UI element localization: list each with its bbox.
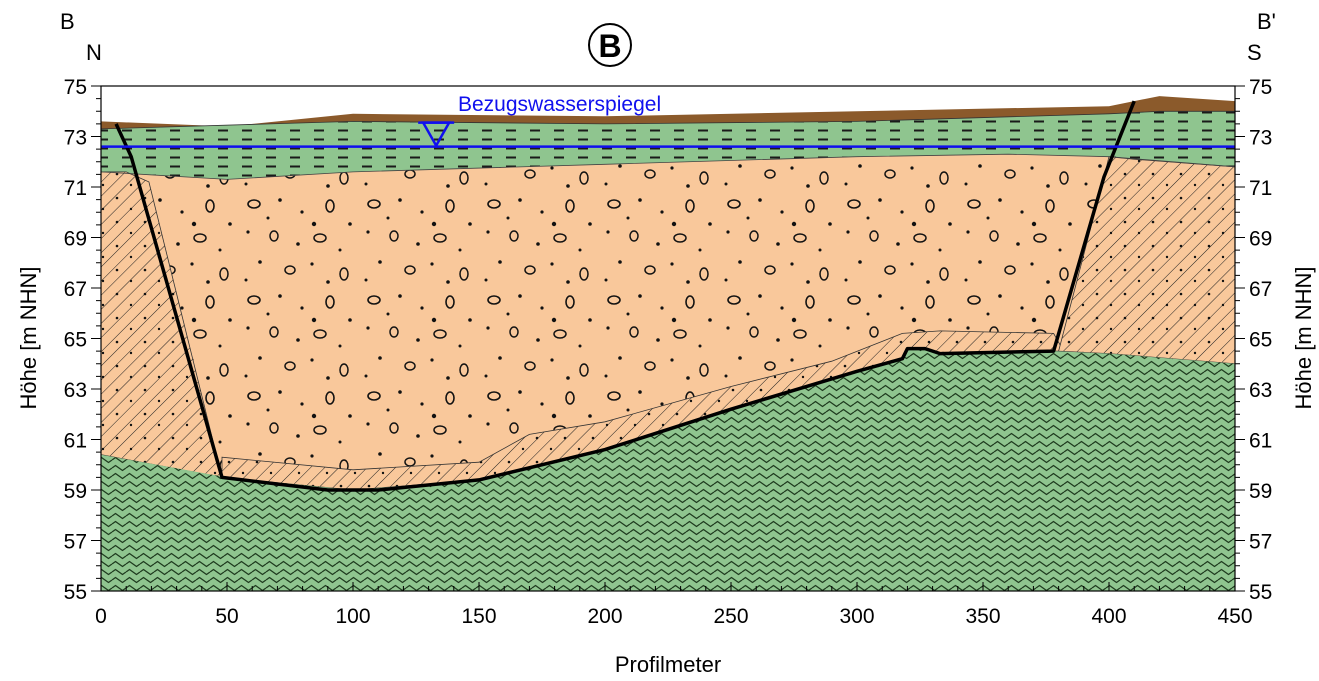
y-tick-label-right: 57: [1249, 531, 1272, 554]
y-tick-label-left: 67: [64, 278, 87, 301]
x-tick-label: 200: [587, 605, 622, 628]
y-tick-label-left: 69: [64, 228, 87, 251]
y-tick-label-right: 61: [1249, 430, 1272, 453]
x-tick-label: 250: [713, 605, 748, 628]
y-tick-label-right: 69: [1249, 228, 1272, 251]
x-tick-label: 400: [1091, 605, 1126, 628]
y-tick-label-left: 71: [64, 177, 87, 200]
y-tick-label-left: 61: [64, 430, 87, 453]
x-tick-label: 100: [335, 605, 370, 628]
y-tick-label-left: 59: [64, 480, 87, 503]
y-tick-label-right: 67: [1249, 278, 1272, 301]
x-tick-label: 450: [1217, 605, 1252, 628]
y-tick-label-left: 55: [64, 581, 87, 604]
y-tick-label-left: 57: [64, 531, 87, 554]
x-tick-label: 300: [839, 605, 874, 628]
x-tick-label: 0: [95, 605, 107, 628]
y-tick-label-right: 75: [1249, 76, 1272, 99]
upper-top-boundary: [101, 110, 1235, 130]
y-tick-label-right: 63: [1249, 379, 1272, 402]
y-tick-label-right: 59: [1249, 480, 1272, 503]
bedrock-layer-pattern: [101, 348, 1235, 591]
trench-boundary-line: [114, 100, 1136, 492]
x-tick-label: 50: [215, 605, 238, 628]
y-tick-label-right: 73: [1249, 127, 1272, 150]
y-tick-label-left: 75: [64, 76, 87, 99]
y-tick-label-left: 73: [64, 127, 87, 150]
y-tick-label-right: 55: [1249, 581, 1272, 604]
y-tick-label-left: 63: [64, 379, 87, 402]
y-tick-label-right: 65: [1249, 329, 1272, 352]
y-tick-label-right: 71: [1249, 177, 1272, 200]
y-tick-label-left: 65: [64, 329, 87, 352]
x-tick-label: 350: [965, 605, 1000, 628]
hatched-zone-dots: [101, 171, 223, 478]
gravel-top-boundary: [101, 153, 1235, 180]
x-tick-label: 150: [461, 605, 496, 628]
